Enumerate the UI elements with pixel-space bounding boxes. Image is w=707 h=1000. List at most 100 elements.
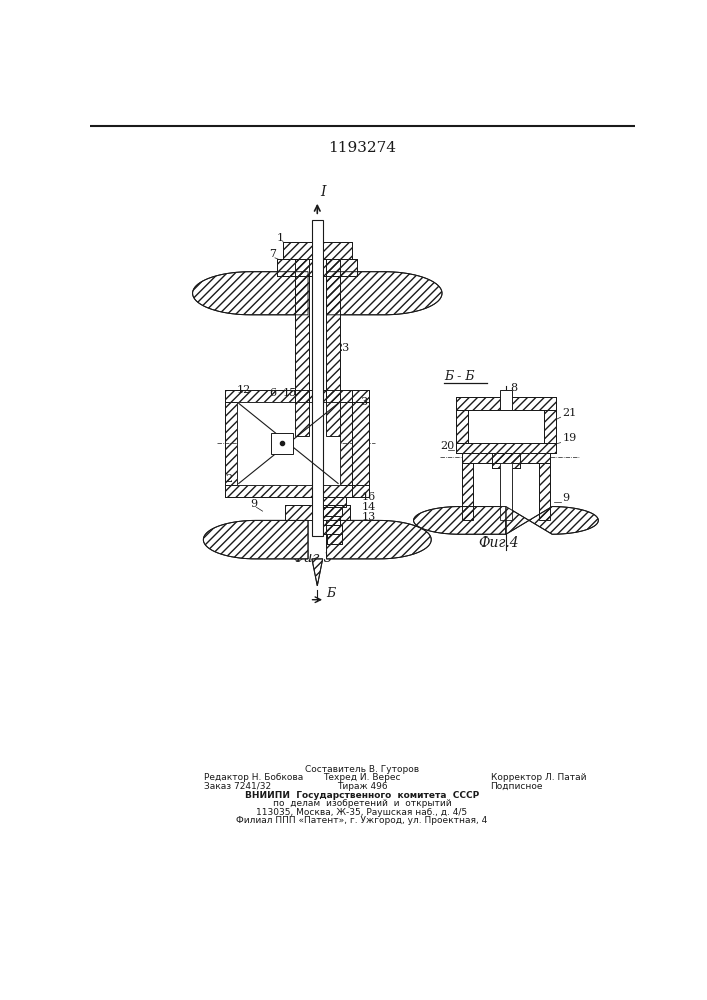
- Bar: [539, 463, 550, 520]
- Text: 7: 7: [269, 249, 276, 259]
- Bar: [295, 259, 309, 436]
- Bar: [352, 389, 369, 402]
- Bar: [352, 402, 369, 485]
- Bar: [462, 453, 550, 463]
- Text: Составитель В. Гуторов: Составитель В. Гуторов: [305, 765, 419, 774]
- Text: Редактор Н. Бобкова: Редактор Н. Бобкова: [204, 773, 303, 782]
- Polygon shape: [327, 272, 442, 315]
- Bar: [492, 453, 520, 468]
- Text: 2: 2: [225, 474, 232, 484]
- Text: 12: 12: [236, 385, 251, 395]
- Bar: [225, 485, 352, 497]
- Text: 19: 19: [562, 433, 576, 443]
- Text: Филиал ППП «Патент», г. Ужгород, ул. Проектная, 4: Филиал ППП «Патент», г. Ужгород, ул. Про…: [236, 816, 488, 825]
- Bar: [322, 259, 357, 276]
- Bar: [462, 463, 473, 520]
- Bar: [322, 242, 352, 259]
- Text: Фиг.3: Фиг.3: [293, 551, 333, 565]
- Bar: [277, 259, 312, 276]
- Text: Б: Б: [292, 432, 301, 445]
- Bar: [295, 259, 309, 436]
- Text: 23: 23: [335, 343, 349, 353]
- Bar: [462, 453, 550, 463]
- Text: 18: 18: [362, 522, 376, 532]
- Bar: [456, 443, 556, 453]
- Text: 8: 8: [510, 383, 517, 393]
- Text: Заказ 7241/32: Заказ 7241/32: [204, 782, 271, 791]
- Bar: [352, 389, 369, 402]
- Text: 9: 9: [562, 493, 569, 503]
- Bar: [456, 397, 556, 410]
- Bar: [492, 453, 520, 468]
- Bar: [238, 402, 339, 485]
- Bar: [456, 443, 556, 453]
- Text: 9: 9: [281, 520, 288, 530]
- Text: Б: Б: [281, 431, 289, 444]
- Text: 1193274: 1193274: [328, 141, 396, 155]
- Bar: [283, 242, 312, 259]
- Bar: [238, 402, 339, 485]
- Bar: [225, 402, 238, 485]
- Bar: [285, 505, 312, 520]
- Polygon shape: [204, 520, 308, 559]
- Bar: [225, 485, 352, 497]
- Bar: [322, 516, 339, 525]
- Text: 11: 11: [358, 528, 373, 538]
- Bar: [312, 220, 322, 536]
- Text: ВНИИПИ  Государственного  комитета  СССР: ВНИИПИ Государственного комитета СССР: [245, 791, 479, 800]
- Bar: [322, 507, 342, 516]
- Bar: [456, 410, 468, 443]
- Bar: [326, 259, 339, 436]
- Bar: [456, 410, 468, 443]
- Bar: [322, 259, 357, 276]
- Bar: [322, 497, 346, 507]
- Text: Корректор Л. Патай: Корректор Л. Патай: [491, 773, 586, 782]
- Bar: [327, 534, 342, 544]
- Polygon shape: [192, 272, 308, 315]
- Polygon shape: [327, 520, 431, 559]
- Bar: [322, 505, 350, 520]
- Polygon shape: [414, 507, 506, 534]
- Text: 13: 13: [362, 512, 376, 522]
- Text: I: I: [320, 185, 326, 199]
- Text: Б: Б: [327, 587, 336, 600]
- Text: Фиг.4: Фиг.4: [478, 536, 519, 550]
- Bar: [285, 505, 312, 520]
- Bar: [271, 433, 293, 454]
- Text: 17: 17: [362, 531, 376, 541]
- Text: Тираж 496: Тираж 496: [337, 782, 387, 791]
- Text: 20: 20: [440, 441, 455, 451]
- Text: 9: 9: [250, 499, 257, 509]
- Bar: [327, 534, 342, 544]
- Bar: [322, 525, 342, 534]
- Text: 14: 14: [362, 502, 376, 512]
- Bar: [456, 397, 556, 410]
- Text: 6: 6: [269, 388, 276, 398]
- Bar: [322, 507, 342, 516]
- Bar: [322, 525, 342, 534]
- Bar: [462, 463, 473, 520]
- Bar: [339, 402, 352, 485]
- Bar: [277, 259, 312, 276]
- Bar: [322, 497, 346, 507]
- Bar: [225, 389, 352, 402]
- Text: Техред И. Верес: Техред И. Верес: [323, 773, 401, 782]
- Text: 21: 21: [562, 408, 576, 418]
- Bar: [352, 485, 369, 497]
- Bar: [283, 242, 312, 259]
- Polygon shape: [312, 559, 322, 586]
- Text: 113035, Москва, Ж-35, Раушская наб., д. 4/5: 113035, Москва, Ж-35, Раушская наб., д. …: [257, 808, 467, 817]
- Text: 3: 3: [360, 397, 367, 407]
- Text: 10: 10: [266, 283, 280, 293]
- Bar: [500, 463, 512, 520]
- Text: 15: 15: [283, 388, 297, 398]
- Bar: [539, 463, 550, 520]
- Bar: [322, 505, 350, 520]
- Text: Подписное: Подписное: [491, 782, 543, 791]
- Bar: [352, 402, 369, 485]
- Bar: [544, 410, 556, 443]
- Text: 16: 16: [362, 492, 376, 502]
- Bar: [322, 516, 339, 525]
- Bar: [326, 259, 339, 436]
- Text: 3: 3: [360, 278, 367, 288]
